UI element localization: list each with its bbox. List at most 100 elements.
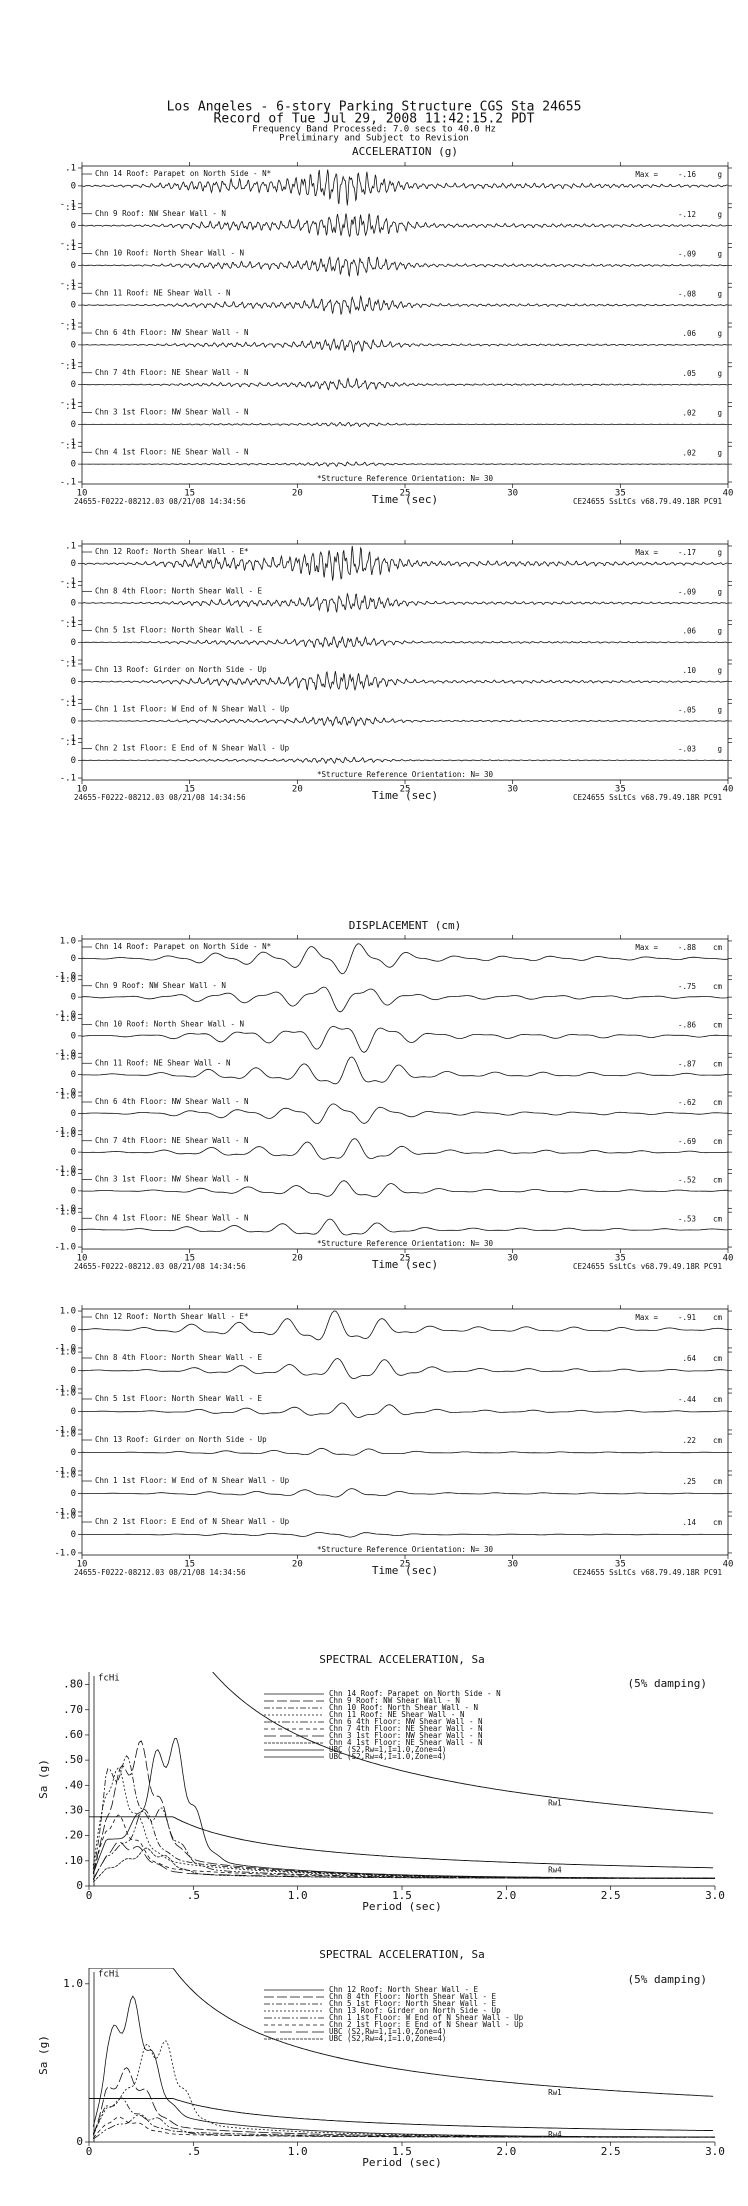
y-tick-label: -1.0 [54,1466,76,1476]
x-tick-label: 40 [723,1254,734,1264]
y-tick-label: .70 [63,1703,83,1716]
y-tick-label: -1.0 [54,1425,76,1435]
y-tick-label: .1 [65,243,76,253]
legend-label: UBC (S2,Rw=1,I=1.0,Zone=4) [329,2027,446,2036]
y-tick-label: -.1 [60,616,76,626]
x-tick-label: 25 [400,1560,411,1570]
peak-unit: cm [713,1518,723,1527]
footer-left: 24655-F0222-08212.03 08/21/08 14:34:56 [74,497,246,506]
spectrum-curve [92,1755,715,1879]
peak-unit: g [717,210,722,219]
peak-unit: cm [713,1436,723,1445]
orientation-note: *Structure Reference Orientation: N= 30 [317,770,494,779]
curve-label: Rw4 [548,1866,562,1875]
code-curve [212,1672,714,1814]
channel-label: Chn 2 1st Floor: E End of N Shear Wall -… [95,1517,290,1526]
y-tick-label: 0 [76,1879,83,1892]
waveform [82,1180,728,1198]
orientation-note: *Structure Reference Orientation: N= 30 [317,1545,494,1554]
peak-label: -.91 [678,1313,696,1322]
y-tick-label: 1.0 [60,1014,76,1024]
x-tick-label: 2.5 [601,1889,621,1902]
status: Preliminary and Subject to Revision [279,134,469,144]
y-tick-label: 0 [76,2135,83,2148]
peak-unit: cm [713,982,723,991]
x-tick-label: 10 [77,1560,88,1570]
channel-label: Chn 1 1st Floor: W End of N Shear Wall -… [95,704,290,713]
y-tick-label: 0 [71,181,76,191]
max-label: Max = [635,548,658,557]
y-tick-label: 0 [71,1225,76,1235]
y-tick-label: -1.0 [54,1204,76,1214]
spectrum-curve [92,1814,715,1879]
y-tick-label: 0 [71,380,76,390]
waveform [81,377,728,391]
code-curve [89,1968,714,2097]
y-tick-label: -.1 [60,577,76,587]
waveform [81,1218,728,1236]
channel-label: Chn 13 Roof: Girder on North Side - Up [95,665,267,674]
channel-label: Chn 5 1st Floor: North Shear Wall - E [95,1394,263,1403]
legend-label: UBC (S2,Rw=1,I=1.0,Zone=4) [329,1745,446,1754]
y-tick-label: .1 [65,738,76,748]
x-axis-title: Time (sec) [372,1258,438,1271]
peak-label: -.17 [678,548,696,557]
channel-label: Chn 14 Roof: Parapet on North Side - N* [95,169,271,178]
y-tick-label: 0 [71,340,76,350]
channel-label: Chn 6 4th Floor: NW Shear Wall - N [95,328,249,337]
waveform [81,635,728,649]
y-tick-label: 1.0 [60,975,76,985]
channel-label: Chn 7 4th Floor: NE Shear Wall - N [95,368,249,377]
y-tick-label: 0 [71,717,76,727]
legend-label: UBC (S2,Rw=4,I=1.0,Zone=4) [329,1752,446,1761]
spectrum-curve [92,1807,715,1880]
y-tick-label: 1.0 [60,1348,76,1358]
waveform [82,716,728,727]
spectrum-curve [92,1847,715,1883]
channel-label: Chn 3 1st Floor: NW Shear Wall - N [95,1175,249,1184]
y-tick-label: 1.0 [60,1091,76,1101]
y-tick-label: -.1 [60,358,76,368]
y-tick-label: -.1 [60,774,76,784]
curve-label: Rw1 [548,1799,562,1808]
x-axis-title: Time (sec) [372,789,438,802]
x-tick-label: 15 [184,1254,195,1264]
damping-label: (5% damping) [628,1973,707,1986]
y-tick-label: .1 [65,283,76,293]
peak-label: -.53 [678,1214,696,1223]
x-axis-title: Time (sec) [372,1564,438,1577]
peak-label: -.62 [678,1098,696,1107]
y-tick-label: -1.0 [54,1548,76,1558]
waveform [81,294,728,316]
x-tick-label: 1.0 [288,2145,308,2158]
y-tick-label: 0 [71,1148,76,1158]
y-tick-label: -1.0 [54,971,76,981]
y-tick-label: .40 [63,1778,83,1791]
legend-label: Chn 8 4th Floor: North Shear Wall - E [329,1992,497,2001]
x-tick-label: 1.0 [288,1889,308,1902]
peak-label: .05 [682,369,696,378]
channel-label: Chn 9 Roof: NW Shear Wall - N [95,981,226,990]
waveform [81,670,728,692]
y-tick-label: .1 [65,322,76,332]
peak-unit: g [717,587,722,596]
peak-label: -.09 [678,250,696,259]
y-tick-label: 0 [71,261,76,271]
x-tick-label: 2.5 [601,2145,621,2158]
y-tick-label: 0 [71,1407,76,1417]
peak-unit: g [717,448,722,457]
curve-label: Rw4 [548,2130,562,2139]
channel-label: Chn 2 1st Floor: E End of N Shear Wall -… [95,744,290,753]
y-tick-label: 1.0 [63,1977,83,1990]
x-tick-label: 20 [292,1560,303,1570]
waveform [81,1310,729,1341]
y-tick-label: -.1 [60,478,76,488]
y-tick-label: 0 [71,1366,76,1376]
panel-title: DISPLACEMENT (cm) [349,919,462,932]
fchi-label: fcHi [98,1674,120,1684]
peak-label: -.09 [678,587,696,596]
band: Frequency Band Processed: 7.0 secs to 40… [252,125,496,135]
spectrum-curve [92,2040,715,2138]
waveform [82,1402,729,1418]
